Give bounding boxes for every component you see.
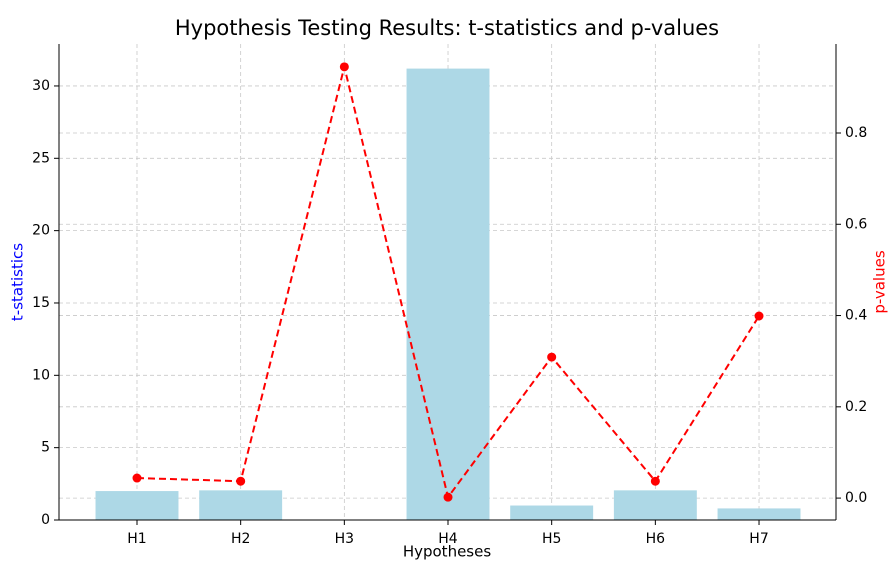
- bar: [406, 68, 490, 521]
- y-tick-label: 30: [32, 78, 50, 94]
- point: [650, 476, 660, 486]
- y-axis-label: t-statistics: [9, 243, 27, 321]
- point: [754, 311, 764, 321]
- y-tick-label: 25: [32, 150, 50, 166]
- y-tick-label: 20: [32, 223, 50, 239]
- point: [547, 352, 557, 362]
- point: [236, 476, 246, 486]
- y2-axis-label: p-values: [871, 250, 889, 314]
- x-axis-label: Hypotheses: [403, 543, 492, 561]
- y2-tick-label: 0.8: [845, 125, 867, 141]
- x-tick-label: H5: [542, 531, 561, 547]
- y2-tick-label: 0.0: [845, 490, 867, 506]
- y-tick-label: 5: [41, 440, 50, 456]
- y2-tick-label: 0.6: [845, 216, 867, 232]
- chart-title: Hypothesis Testing Results: t-statistics…: [175, 16, 719, 40]
- bar: [95, 491, 179, 520]
- y2-tick-label: 0.2: [845, 399, 867, 415]
- bar: [613, 490, 697, 520]
- bar: [717, 508, 801, 520]
- y-tick-label: 0: [41, 512, 50, 528]
- point: [443, 492, 453, 502]
- x-tick-label: H3: [335, 531, 354, 547]
- point: [339, 62, 349, 72]
- x-tick-label: H6: [646, 531, 666, 547]
- bar: [199, 490, 283, 520]
- x-tick-label: H1: [127, 531, 146, 547]
- x-tick-label: H7: [749, 531, 768, 547]
- y2-tick-label: 0.4: [845, 308, 867, 324]
- bar: [510, 505, 594, 520]
- y-tick-label: 15: [32, 295, 50, 311]
- x-tick-label: H4: [438, 531, 458, 547]
- point: [132, 473, 142, 483]
- x-tick-label: H2: [231, 531, 250, 547]
- y-tick-label: 10: [32, 367, 50, 383]
